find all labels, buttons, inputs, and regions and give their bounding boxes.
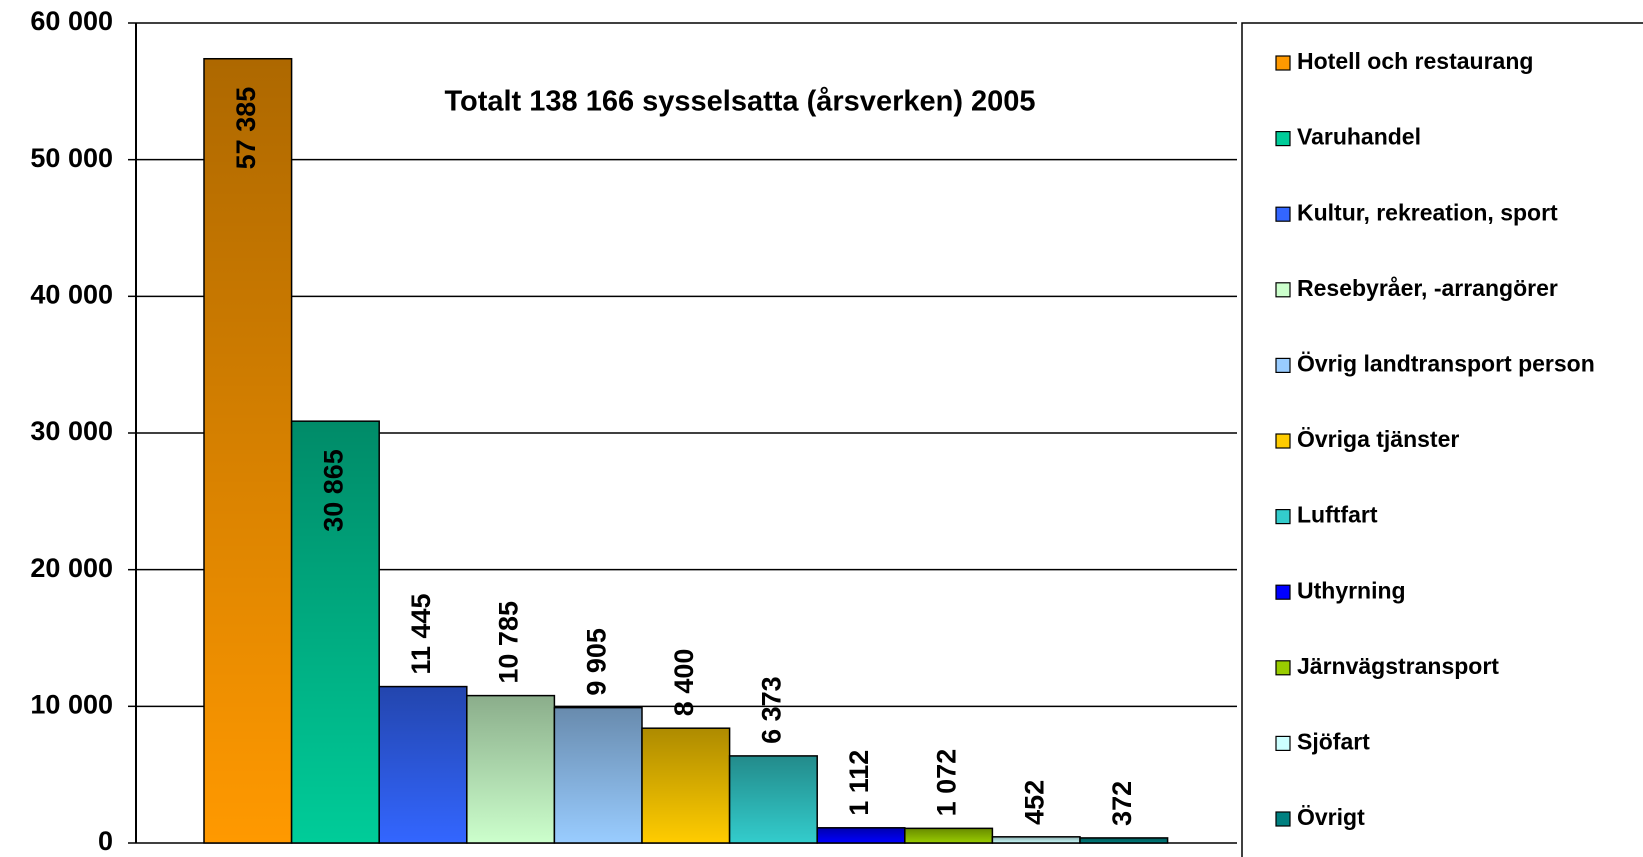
bar-shade	[554, 707, 642, 843]
legend-label: Varuhandel	[1297, 124, 1421, 150]
legend-swatch	[1275, 282, 1291, 298]
legend-swatch	[1275, 206, 1291, 222]
value-label: 57 385	[231, 87, 261, 170]
y-tick-label: 60 000	[30, 6, 113, 36]
legend-label: Övrig landtransport person	[1297, 350, 1595, 376]
legend-swatch	[1275, 584, 1291, 600]
bar-shade	[1080, 837, 1168, 843]
y-tick-label: 50 000	[30, 143, 113, 173]
value-label: 1 112	[844, 750, 874, 816]
value-label: 10 785	[494, 601, 524, 684]
y-tick-label: 40 000	[30, 279, 113, 309]
legend-label: Resebyråer, -arrangörer	[1297, 275, 1558, 301]
legend-swatch	[1275, 509, 1291, 525]
bar-shade	[291, 421, 380, 843]
legend-swatch	[1275, 131, 1291, 147]
bar-shade	[204, 58, 292, 843]
y-tick-label: 10 000	[30, 689, 113, 719]
value-label: 11 445	[406, 593, 436, 674]
value-label: 1 072	[932, 749, 962, 817]
value-label: 6 373	[757, 676, 787, 744]
legend-label: Järnvägstransport	[1297, 653, 1499, 679]
legend-label: Sjöfart	[1297, 728, 1370, 754]
bar-shade	[642, 728, 730, 843]
legend-swatch	[1275, 433, 1291, 449]
value-label: 372	[1107, 781, 1137, 826]
legend-swatch	[1275, 660, 1291, 676]
value-label: 30 865	[319, 449, 349, 532]
legend-label: Övrigt	[1297, 804, 1365, 830]
bar-shade	[817, 827, 905, 843]
legend-label: Uthyrning	[1297, 577, 1406, 603]
legend-label: Kultur, rekreation, sport	[1297, 199, 1558, 225]
bar-shade	[379, 686, 467, 843]
legend-swatch	[1275, 735, 1291, 752]
legend-swatch	[1275, 811, 1291, 827]
bar-shade	[904, 828, 993, 843]
legend-label: Luftfart	[1297, 502, 1378, 528]
value-label: 8 400	[669, 649, 699, 717]
legend-label: Övriga tjänster	[1297, 426, 1459, 452]
legend-swatch	[1275, 357, 1291, 373]
bar-shade	[729, 755, 818, 843]
legend-swatch	[1275, 55, 1291, 71]
legend-box	[1241, 22, 1643, 857]
value-label: 452	[1019, 780, 1049, 825]
y-tick-label: 20 000	[30, 553, 113, 583]
bar-shade	[466, 695, 555, 843]
legend-label: Hotell och restaurang	[1297, 48, 1533, 74]
value-label: 9 905	[581, 628, 611, 696]
chart-title: Totalt 138 166 sysselsatta (årsverken) 2…	[444, 86, 1035, 118]
y-tick-label: 0	[98, 826, 113, 856]
y-tick-label: 30 000	[30, 416, 113, 446]
bar-shade	[992, 836, 1080, 843]
